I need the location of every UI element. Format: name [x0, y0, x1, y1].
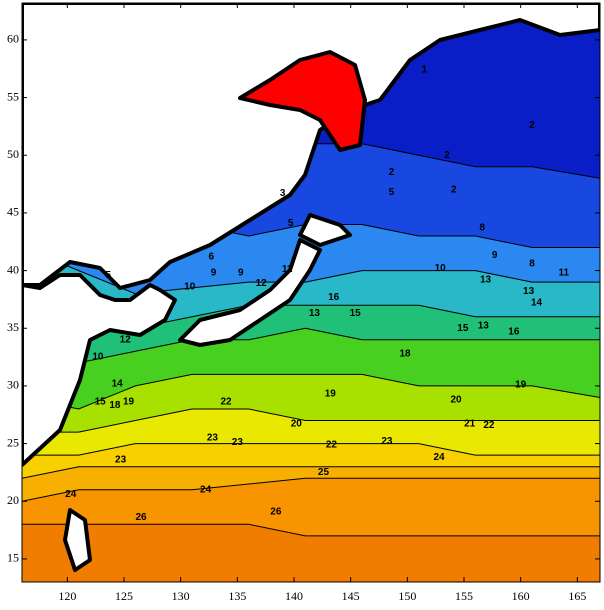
contour-label: 11: [282, 264, 293, 275]
x-tick-label: 150: [398, 589, 416, 603]
contour-label: 5: [389, 187, 395, 198]
isotherm-band: [22, 524, 600, 582]
land-north: [22, 3, 600, 290]
contour-label: 2: [529, 120, 535, 131]
land-taiwan: [63, 508, 92, 572]
contour-label: 9: [492, 250, 498, 261]
contour-label: 20: [451, 394, 463, 405]
land-japan: [178, 238, 322, 347]
contour-label: 24: [200, 484, 212, 495]
isotherm-line: [22, 327, 600, 364]
contour-label: 2: [444, 150, 450, 161]
contour-label: 22: [483, 420, 495, 431]
contour-label: 5: [288, 218, 294, 229]
contour-label: 15: [457, 323, 469, 334]
y-tick-label: 30: [7, 378, 19, 392]
contour-label: 1: [422, 65, 428, 76]
y-tick-label: 35: [7, 320, 19, 334]
contour-label: 13: [480, 274, 492, 285]
isotherm-line: [22, 443, 600, 456]
axes: 120 125 130 135 140 145 150 155 160 1651520253035…: [7, 3, 600, 603]
isotherm-line: [22, 466, 600, 479]
isotherm-line: [22, 523, 600, 537]
x-tick-label: 120: [58, 589, 76, 603]
x-tick-label: 165: [568, 589, 586, 603]
contour-label: 18: [400, 348, 412, 359]
contour-label: 13: [478, 321, 490, 332]
contour-label: 15: [95, 397, 107, 408]
x-tick-label: 135: [228, 589, 246, 603]
contour-label: 23: [232, 437, 244, 448]
contour-label: 19: [123, 397, 135, 408]
contour-label: 3: [280, 188, 286, 199]
contour-label: 6: [208, 251, 214, 262]
contour-label: 21: [464, 419, 476, 430]
y-tick-label: 15: [7, 551, 19, 565]
isotherm-line: [22, 408, 600, 433]
y-tick-label: 60: [7, 32, 19, 46]
contour-label: 14: [531, 298, 543, 309]
contour-label: 10: [92, 352, 104, 363]
contour-label: 9: [238, 268, 244, 279]
contour-label: 8: [479, 223, 485, 234]
contour-label: 2: [389, 167, 395, 178]
contour-label: 13: [309, 308, 321, 319]
isotherm-line: [22, 373, 600, 410]
contour-label: 26: [270, 506, 282, 517]
contour-label: 24: [65, 489, 77, 500]
contour-label: 18: [109, 400, 121, 411]
contour-label: 22: [220, 397, 232, 408]
contour-label: 23: [207, 432, 219, 443]
land: [22, 3, 600, 572]
contour-label: 23: [381, 436, 393, 447]
contour-label: 19: [325, 389, 337, 400]
contour-label: 16: [508, 326, 520, 337]
contour-label: 24: [434, 452, 446, 463]
contour-label: 23: [115, 454, 127, 465]
y-tick-label: 45: [7, 205, 19, 219]
temperature-field: [22, 3, 600, 582]
x-tick-label: 130: [172, 589, 190, 603]
y-tick-label: 50: [7, 147, 19, 161]
contour-label: 8: [529, 258, 535, 269]
contour-label: 22: [326, 439, 338, 450]
y-tick-label: 20: [7, 493, 19, 507]
plot-frame: [21, 2, 601, 583]
y-tick-label: 55: [7, 89, 19, 103]
land-korea-china: [22, 273, 177, 467]
contour-label: 19: [515, 379, 527, 390]
contour-label: 11: [558, 268, 569, 279]
contour-label: 25: [318, 467, 330, 478]
contour-label: 10: [184, 281, 196, 292]
contour-label: 20: [291, 419, 303, 430]
land-red-region: [238, 50, 367, 152]
contour-label: 13: [523, 286, 535, 297]
x-tick-label: 125: [115, 589, 133, 603]
contour-label: 26: [135, 512, 147, 523]
contour-label: 12: [256, 278, 268, 289]
x-tick-label: 140: [285, 589, 303, 603]
land-hokkaido: [298, 213, 352, 247]
x-tick-label: 155: [455, 589, 473, 603]
contour-label: 12: [120, 334, 132, 345]
y-tick-label: 40: [7, 262, 19, 276]
isotherm-line: [22, 477, 600, 502]
x-tick-label: 145: [342, 589, 360, 603]
contour-label: 10: [435, 263, 447, 274]
contour-label: 2: [451, 184, 457, 195]
contour-label: 5: [105, 270, 111, 281]
contour-label: 9: [211, 268, 217, 279]
contour-label: 16: [328, 292, 340, 303]
contour-label: 15: [350, 308, 362, 319]
y-tick-label: 25: [7, 435, 19, 449]
contour-label: 14: [112, 378, 124, 389]
x-tick-label: 160: [512, 589, 530, 603]
